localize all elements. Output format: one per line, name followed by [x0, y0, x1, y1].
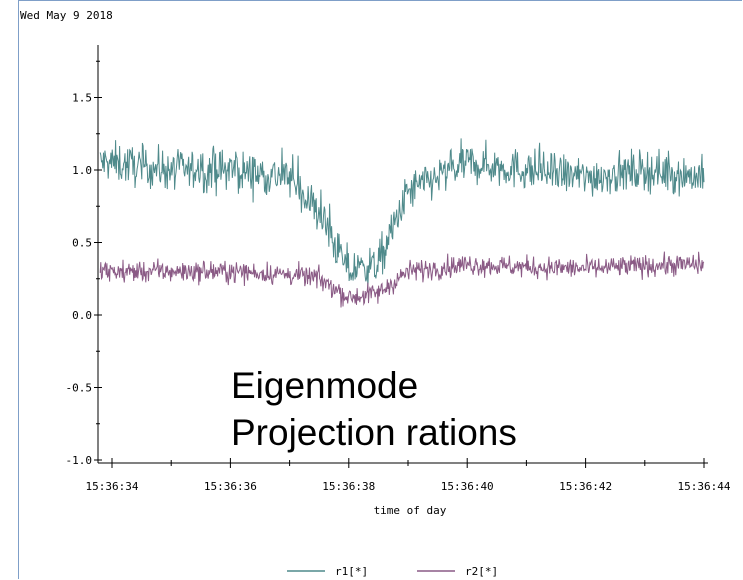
legend-label-1: r1[*]	[335, 565, 368, 578]
series-line-2	[99, 251, 705, 308]
annotation-text: Eigenmode Projection rations	[231, 362, 517, 456]
axes: 1.5 1.0 0.5 0.0 -0.5 -1.0 15:36:34 15:36:36 15:3…	[66, 45, 731, 517]
annotation-line-2: Projection rations	[231, 412, 517, 453]
legend-label-2: r2[*]	[465, 565, 498, 578]
x-tick-label: 15:36:44	[678, 480, 731, 493]
y-tick-label: -1.0	[66, 454, 93, 467]
series-line-1	[99, 138, 705, 290]
x-tick-label: 15:36:34	[86, 480, 139, 493]
x-tick-label: 15:36:38	[322, 480, 375, 493]
y-tick-label: 0.0	[72, 309, 92, 322]
x-tick-label: 15:36:36	[204, 480, 257, 493]
y-tick-label: 1.0	[72, 164, 92, 177]
x-tick-label: 15:36:42	[559, 480, 612, 493]
legend: r1[*] r2[*]	[287, 565, 498, 578]
series-layer	[99, 138, 705, 308]
y-tick-label: 0.5	[72, 237, 92, 250]
x-tick-label: 15:36:40	[441, 480, 494, 493]
y-tick-label: -0.5	[66, 382, 93, 395]
y-tick-label: 1.5	[72, 92, 92, 105]
plot-date: Wed May 9 2018	[20, 9, 113, 22]
annotation-line-1: Eigenmode	[231, 365, 419, 406]
x-axis-title: time of day	[374, 504, 447, 517]
